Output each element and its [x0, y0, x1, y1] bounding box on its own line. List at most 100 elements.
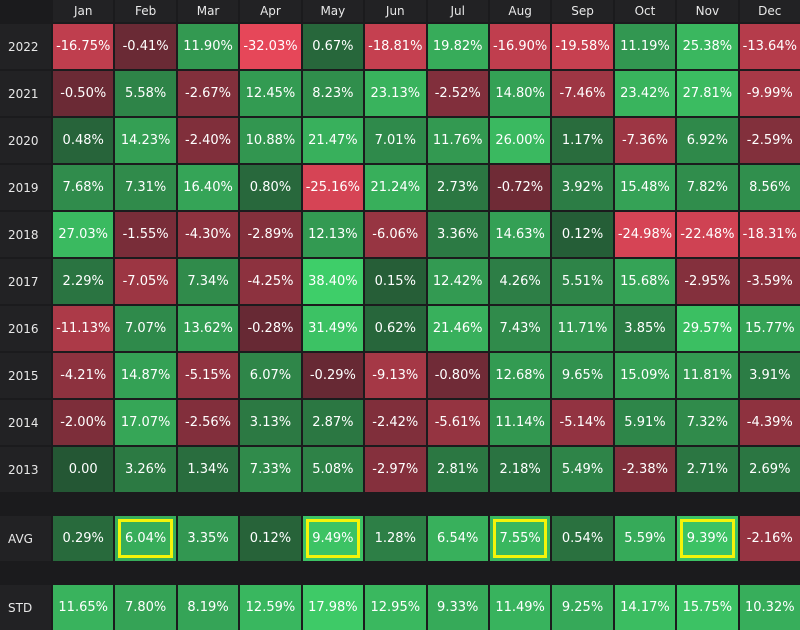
avg-cell: 6.04%: [115, 516, 176, 561]
heatmap-cell: 2.73%: [427, 165, 488, 210]
heatmap-cell: -0.28%: [240, 306, 301, 351]
heatmap-cell: -4.39%: [739, 400, 800, 445]
section-spacer: [177, 494, 239, 514]
heatmap-cell: -2.52%: [427, 71, 488, 116]
heatmap-cell: 15.68%: [614, 259, 676, 304]
section-spacer: [489, 563, 551, 583]
avg-cell: 0.54%: [552, 516, 613, 561]
avg-cell: 7.55%: [489, 516, 551, 561]
column-header-apr: Apr: [240, 0, 301, 22]
heatmap-cell: 7.33%: [240, 447, 301, 492]
heatmap-cell: -16.75%: [53, 24, 114, 69]
heatmap-cell: 5.58%: [115, 71, 176, 116]
section-spacer: [739, 563, 800, 583]
heatmap-cell: -32.03%: [240, 24, 301, 69]
heatmap-cell: -4.30%: [177, 212, 239, 257]
heatmap-cell: 6.92%: [677, 118, 738, 163]
std-cell: 11.49%: [489, 585, 551, 630]
heatmap-cell: -7.36%: [614, 118, 676, 163]
row-label-2021: 2021: [0, 71, 51, 116]
section-spacer: [115, 563, 176, 583]
avg-cell: 1.28%: [365, 516, 426, 561]
heatmap-cell: 1.17%: [552, 118, 613, 163]
heatmap-cell: 11.19%: [614, 24, 676, 69]
heatmap-cell: 0.67%: [302, 24, 364, 69]
std-cell: 12.95%: [365, 585, 426, 630]
heatmap-cell: 12.42%: [427, 259, 488, 304]
heatmap-cell: 14.63%: [489, 212, 551, 257]
column-header-aug: Aug: [489, 0, 551, 22]
heatmap-cell: 11.71%: [552, 306, 613, 351]
column-header-jun: Jun: [365, 0, 426, 22]
row-label-avg: AVG: [0, 516, 51, 561]
heatmap-cell: 3.36%: [427, 212, 488, 257]
heatmap-cell: 2.71%: [677, 447, 738, 492]
column-header-dec: Dec: [739, 0, 800, 22]
column-header-jan: Jan: [53, 0, 114, 22]
avg-cell: 9.39%: [677, 516, 738, 561]
column-header-oct: Oct: [614, 0, 676, 22]
section-spacer: [677, 563, 738, 583]
row-label-std: STD: [0, 585, 51, 630]
heatmap-cell: 2.87%: [302, 400, 364, 445]
row-label-2018: 2018: [0, 212, 51, 257]
section-spacer: [614, 563, 676, 583]
section-spacer: [427, 494, 488, 514]
heatmap-cell: -0.72%: [489, 165, 551, 210]
heatmap-cell: 23.42%: [614, 71, 676, 116]
heatmap-cell: 1.34%: [177, 447, 239, 492]
section-spacer: [677, 494, 738, 514]
heatmap-cell: 5.08%: [302, 447, 364, 492]
std-cell: 10.32%: [739, 585, 800, 630]
heatmap-cell: -18.31%: [739, 212, 800, 257]
heatmap-cell: 3.26%: [115, 447, 176, 492]
column-header-jul: Jul: [427, 0, 488, 22]
heatmap-cell: 14.80%: [489, 71, 551, 116]
heatmap-cell: -2.56%: [177, 400, 239, 445]
heatmap-cell: 19.82%: [427, 24, 488, 69]
heatmap-cell: -7.05%: [115, 259, 176, 304]
heatmap-cell: 6.07%: [240, 353, 301, 398]
heatmap-cell: 7.34%: [177, 259, 239, 304]
avg-cell: 3.35%: [177, 516, 239, 561]
heatmap-cell: 11.90%: [177, 24, 239, 69]
section-spacer: [53, 563, 114, 583]
heatmap-cell: -19.58%: [552, 24, 613, 69]
section-spacer: [240, 494, 301, 514]
section-spacer: [427, 563, 488, 583]
heatmap-cell: 27.81%: [677, 71, 738, 116]
heatmap-cell: 11.81%: [677, 353, 738, 398]
heatmap-cell: 13.62%: [177, 306, 239, 351]
avg-cell: 0.12%: [240, 516, 301, 561]
heatmap-cell: -0.80%: [427, 353, 488, 398]
heatmap-cell: 23.13%: [365, 71, 426, 116]
row-label-2016: 2016: [0, 306, 51, 351]
heatmap-cell: 5.49%: [552, 447, 613, 492]
std-cell: 9.33%: [427, 585, 488, 630]
section-spacer: [739, 494, 800, 514]
heatmap-cell: 15.48%: [614, 165, 676, 210]
heatmap-cell: 14.87%: [115, 353, 176, 398]
std-cell: 12.59%: [240, 585, 301, 630]
avg-cell: 5.59%: [614, 516, 676, 561]
section-spacer: [365, 563, 426, 583]
heatmap-cell: -4.25%: [240, 259, 301, 304]
heatmap-cell: 0.12%: [552, 212, 613, 257]
heatmap-cell: -24.98%: [614, 212, 676, 257]
heatmap-cell: 21.47%: [302, 118, 364, 163]
heatmap-cell: 0.80%: [240, 165, 301, 210]
heatmap-cell: -2.38%: [614, 447, 676, 492]
heatmap-cell: -2.97%: [365, 447, 426, 492]
heatmap-cell: 15.77%: [739, 306, 800, 351]
heatmap-cell: 15.09%: [614, 353, 676, 398]
heatmap-cell: -5.15%: [177, 353, 239, 398]
heatmap-cell: -11.13%: [53, 306, 114, 351]
section-spacer: [552, 494, 613, 514]
heatmap-cell: -2.59%: [739, 118, 800, 163]
row-label-2019: 2019: [0, 165, 51, 210]
column-header-feb: Feb: [115, 0, 176, 22]
section-spacer: [614, 494, 676, 514]
section-spacer: [302, 563, 364, 583]
heatmap-cell: -0.50%: [53, 71, 114, 116]
